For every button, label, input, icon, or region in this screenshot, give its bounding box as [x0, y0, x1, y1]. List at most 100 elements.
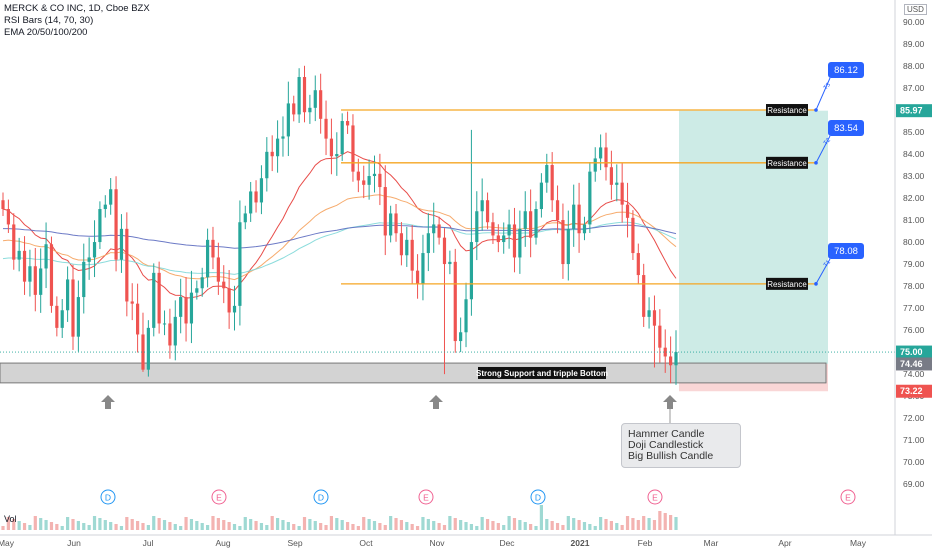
candle-body — [345, 121, 350, 126]
candle-body — [362, 180, 366, 185]
volume-bar — [28, 525, 32, 530]
candle-body — [28, 266, 32, 282]
candle-body — [232, 305, 237, 313]
volume-bar — [195, 521, 199, 530]
volume-bar — [636, 520, 640, 530]
candle-body — [146, 327, 150, 370]
volume-bar — [249, 519, 253, 530]
candle-body — [173, 316, 177, 346]
event-marker-label: E — [652, 493, 658, 503]
candle-body — [410, 239, 414, 271]
volume-bar — [572, 518, 576, 530]
volume-bar — [71, 519, 75, 530]
candle-body — [335, 154, 339, 157]
time-tick: Oct — [359, 538, 373, 548]
candle-body — [572, 204, 576, 229]
volume-bar — [55, 524, 59, 530]
event-marker-label: E — [845, 493, 851, 503]
volume-bar — [125, 517, 129, 530]
volume-bar — [319, 523, 323, 530]
volume-bar — [469, 524, 474, 530]
candle-body — [566, 228, 570, 265]
candle-body — [33, 266, 37, 295]
volume-bar — [674, 517, 678, 530]
time-tick: Mar — [704, 538, 719, 548]
volume-bar — [297, 526, 301, 530]
candle-body — [222, 281, 226, 289]
candle-body — [136, 303, 140, 335]
candle-body — [275, 138, 280, 157]
rsi-indicator-label[interactable]: RSI Bars (14, 70, 30) — [4, 15, 94, 26]
candle-body — [674, 352, 678, 366]
resistance-label-bg — [766, 277, 808, 290]
volume-bar — [356, 526, 360, 530]
volume-bar — [518, 520, 522, 530]
volume-bar — [534, 526, 538, 530]
candle-body — [609, 167, 613, 185]
candle-body — [152, 272, 156, 328]
target-tag: T2 — [823, 137, 833, 147]
volume-bar — [669, 515, 673, 530]
candle-body — [545, 165, 549, 183]
symbol-title[interactable]: MERCK & CO INC, 1D, Cboe BZX — [4, 3, 150, 14]
candle-body — [71, 279, 75, 337]
volume-bar — [620, 525, 624, 530]
volume-bar — [647, 518, 651, 530]
volume-bar — [22, 523, 27, 530]
volume-bar — [448, 516, 452, 530]
candle-body — [238, 222, 242, 306]
ema-indicator-label[interactable]: EMA 20/50/100/200 — [4, 27, 88, 38]
candle-body — [87, 257, 91, 262]
volume-bar — [302, 517, 307, 530]
volume-bar — [259, 523, 264, 530]
volume-bar — [599, 517, 603, 530]
currency-badge[interactable]: USD — [904, 4, 927, 15]
price-label: 74.46 — [900, 359, 923, 369]
volume-bar — [238, 526, 242, 530]
candle-body — [22, 250, 27, 282]
volume-bar — [141, 523, 145, 530]
candle-body — [534, 209, 538, 238]
volume-bar — [275, 518, 280, 530]
candle-body — [372, 173, 377, 177]
price-tick: 83.00 — [903, 171, 925, 181]
time-tick: Jun — [67, 538, 81, 548]
volume-bar — [658, 511, 662, 530]
candle-body — [49, 244, 54, 306]
volume-bar — [453, 518, 457, 530]
volume-bar — [44, 520, 48, 530]
candle-body — [469, 242, 474, 300]
volume-bar — [232, 524, 237, 530]
candle-body — [1, 200, 5, 210]
volume-bar — [243, 517, 247, 530]
candle-body — [642, 275, 646, 317]
volume-bar — [281, 520, 285, 530]
volume-bar — [184, 517, 188, 530]
candle-body — [189, 292, 194, 324]
volume-bar — [292, 524, 296, 530]
candle-body — [625, 204, 630, 218]
pattern-note: Hammer Candle Doji Candlestick Big Bulli… — [621, 423, 741, 468]
volume-bar — [103, 520, 107, 530]
event-marker-label: D — [318, 493, 324, 503]
candle-body — [577, 204, 581, 234]
volume-bar — [146, 525, 150, 530]
time-tick: Feb — [638, 538, 653, 548]
up-arrow-icon — [429, 395, 443, 409]
volume-bar — [512, 518, 517, 530]
candle-body — [647, 310, 651, 317]
price-tick: 89.00 — [903, 39, 925, 49]
candle-body — [211, 239, 215, 258]
volume-bar — [92, 516, 97, 530]
candle-body — [243, 213, 247, 223]
candle-body — [480, 200, 484, 212]
volume-bar — [593, 526, 597, 530]
volume-bar — [200, 523, 204, 530]
volume-bar — [372, 521, 377, 530]
candle-body — [620, 182, 624, 205]
candle-body — [179, 297, 183, 317]
event-marker-label: E — [423, 493, 429, 503]
event-marker-label: E — [216, 493, 222, 503]
up-arrow-icon — [101, 395, 115, 409]
